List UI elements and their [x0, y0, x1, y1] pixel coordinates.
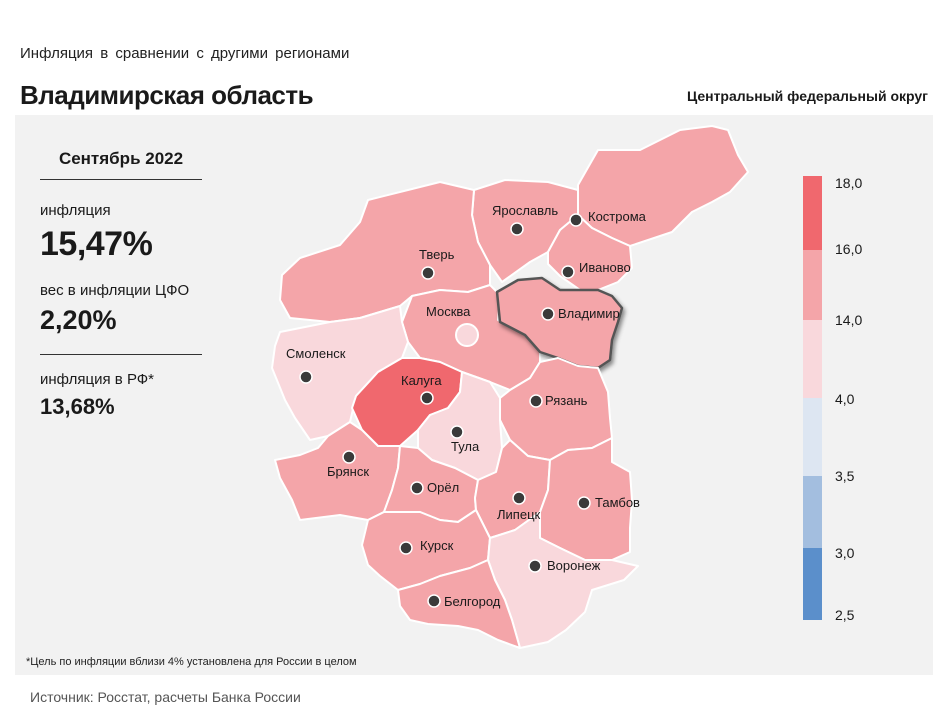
moscow-city-marker[interactable]: [455, 323, 479, 347]
city-marker-smolensk[interactable]: [299, 370, 313, 384]
label-vladimir: Владимир: [558, 306, 620, 321]
legend-label-2-5: 2,5: [835, 607, 855, 623]
legend-label-18: 18,0: [835, 175, 863, 191]
city-marker-yaroslavl[interactable]: [510, 222, 524, 236]
label-ryazan: Рязань: [545, 393, 588, 408]
legend-label-14: 14,0: [835, 312, 863, 328]
inflation-value: 15,47%: [40, 225, 153, 263]
label-tula: Тула: [451, 439, 480, 454]
city-marker-tver[interactable]: [421, 266, 435, 280]
city-marker-orel[interactable]: [410, 481, 424, 495]
legend-label-4: 4,0: [835, 391, 855, 407]
weight-value: 2,20%: [40, 305, 117, 335]
subtitle: Инфляция в сравнении с другими регионами: [20, 45, 350, 62]
label-yaroslavl: Ярославль: [492, 203, 558, 218]
city-marker-vladimir[interactable]: [541, 307, 555, 321]
legend-label-3: 3,0: [835, 545, 855, 561]
period-label: Сентябрь 2022: [40, 145, 202, 180]
legend-segment-5: [803, 548, 822, 620]
label-bryansk: Брянск: [327, 464, 369, 479]
footnote: *Цель по инфляции вблизи 4% установлена …: [26, 656, 357, 668]
inflation-label: инфляция: [40, 202, 111, 219]
legend-segment-2: [803, 320, 822, 398]
legend-segment-4: [803, 476, 822, 548]
label-smolensk: Смоленск: [286, 346, 346, 361]
city-marker-tula[interactable]: [450, 425, 464, 439]
region-belgorod[interactable]: [397, 559, 521, 649]
source-note: Источник: Росстат, расчеты Банка России: [30, 689, 301, 705]
stats-divider: [40, 354, 202, 355]
legend-label-16: 16,0: [835, 241, 863, 257]
legend-segment-1: [803, 250, 822, 320]
label-kursk: Курск: [420, 538, 454, 553]
page-title: Владимирская область: [20, 80, 314, 110]
label-moscow: Москва: [426, 304, 471, 319]
label-tambov: Тамбов: [595, 495, 640, 510]
label-kaluga: Калуга: [401, 373, 442, 388]
rf-inflation-label: инфляция в РФ*: [40, 371, 155, 388]
city-marker-belgorod[interactable]: [427, 594, 441, 608]
region-vladimir[interactable]: [495, 276, 624, 370]
city-marker-lipetsk[interactable]: [512, 491, 526, 505]
city-marker-kaluga[interactable]: [420, 391, 434, 405]
city-marker-bryansk[interactable]: [342, 450, 356, 464]
city-marker-tambov[interactable]: [577, 496, 591, 510]
label-kostroma: Кострома: [588, 209, 647, 224]
region-tver[interactable]: [279, 181, 491, 323]
legend-segment-0: [803, 176, 822, 250]
rf-inflation-value: 13,68%: [40, 394, 115, 419]
weight-label: вес в инфляции ЦФО: [40, 282, 190, 299]
label-voronezh: Воронеж: [547, 558, 601, 573]
city-marker-ivanovo[interactable]: [561, 265, 575, 279]
label-lipetsk: Липецк: [497, 507, 541, 522]
city-marker-voronezh[interactable]: [528, 559, 542, 573]
legend-label-3-5: 3,5: [835, 468, 855, 484]
legend-segment-3: [803, 398, 822, 476]
label-ivanovo: Иваново: [579, 260, 631, 275]
label-tver: Тверь: [419, 247, 455, 262]
label-orel: Орёл: [427, 480, 459, 495]
region-kostroma[interactable]: [577, 125, 749, 247]
stats-block: Сентябрь 2022 инфляция 15,47% вес в инфл…: [40, 145, 202, 420]
city-marker-kostroma[interactable]: [569, 213, 583, 227]
district-label: Центральный федеральный округ: [686, 88, 928, 104]
city-marker-ryazan[interactable]: [529, 394, 543, 408]
label-belgorod: Белгород: [444, 594, 501, 609]
legend-scale: [803, 176, 822, 620]
city-marker-kursk[interactable]: [399, 541, 413, 555]
